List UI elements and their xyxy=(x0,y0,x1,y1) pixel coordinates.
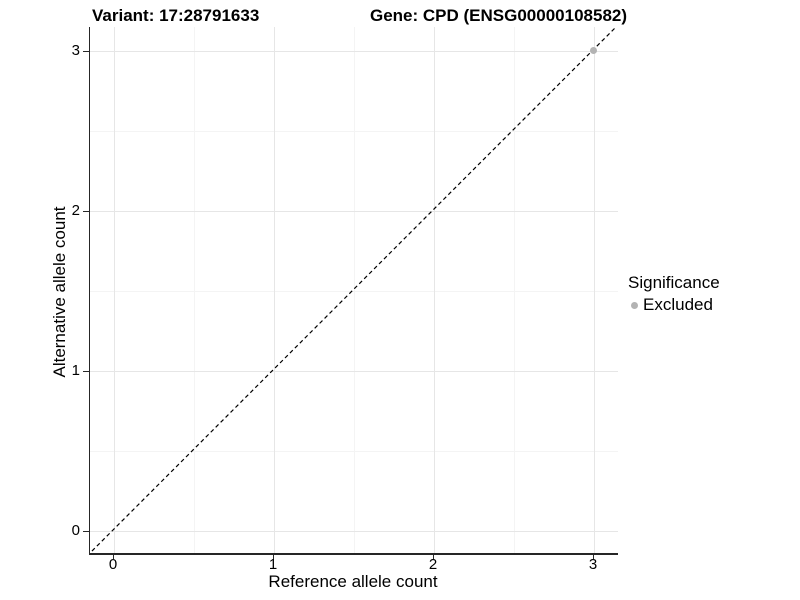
x-tick-mark-1 xyxy=(273,553,274,559)
x-tick-label: 2 xyxy=(428,556,438,573)
data-point-excluded xyxy=(590,47,597,54)
gridline-major-x-0 xyxy=(114,27,115,553)
gridline-major-y-3 xyxy=(90,51,618,52)
gridline-minor-y-0.5 xyxy=(90,451,618,452)
x-tick-label: 1 xyxy=(268,556,278,573)
gridline-minor-x-2.5 xyxy=(514,27,515,553)
x-tick-mark-0 xyxy=(113,553,114,559)
gridline-major-y-1 xyxy=(90,371,618,372)
y-tick-label: 3 xyxy=(71,42,80,59)
gridline-major-x-3 xyxy=(594,27,595,553)
legend-title: Significance xyxy=(628,273,720,292)
x-axis-title: Reference allele count xyxy=(268,572,438,591)
gridline-major-y-0 xyxy=(90,531,618,532)
plot-panel xyxy=(89,27,618,555)
legend-key-dot-icon xyxy=(631,301,638,309)
gridline-minor-x-0.5 xyxy=(194,27,195,553)
legend-item-excluded: Excluded xyxy=(628,296,720,314)
legend-item-label: Excluded xyxy=(643,295,713,314)
x-tick-mark-3 xyxy=(593,553,594,559)
legend: Significance Excluded xyxy=(628,273,720,314)
y-tick-label: 2 xyxy=(71,202,80,219)
gridline-minor-x-1.5 xyxy=(354,27,355,553)
x-tick-label: 0 xyxy=(108,556,118,573)
x-tick-label: 3 xyxy=(588,556,598,573)
gridline-minor-y-2.5 xyxy=(90,131,618,132)
plot-title-variant: Variant: 17:28791633 xyxy=(92,6,260,25)
gridline-major-x-1 xyxy=(274,27,275,553)
x-tick-mark-2 xyxy=(433,553,434,559)
y-tick-mark-0 xyxy=(83,531,89,532)
y-tick-label: 1 xyxy=(71,362,80,379)
y-tick-mark-3 xyxy=(83,51,89,52)
y-tick-mark-2 xyxy=(83,211,89,212)
y-tick-label: 0 xyxy=(71,522,80,539)
identity-line xyxy=(90,27,617,553)
y-axis-title: Alternative allele count xyxy=(50,206,69,378)
gridline-major-y-2 xyxy=(90,211,618,212)
gridline-major-x-2 xyxy=(434,27,435,553)
y-tick-mark-1 xyxy=(83,371,89,372)
gridline-minor-y-1.5 xyxy=(90,291,618,292)
plot-title-gene: Gene: CPD (ENSG00000108582) xyxy=(370,6,628,25)
